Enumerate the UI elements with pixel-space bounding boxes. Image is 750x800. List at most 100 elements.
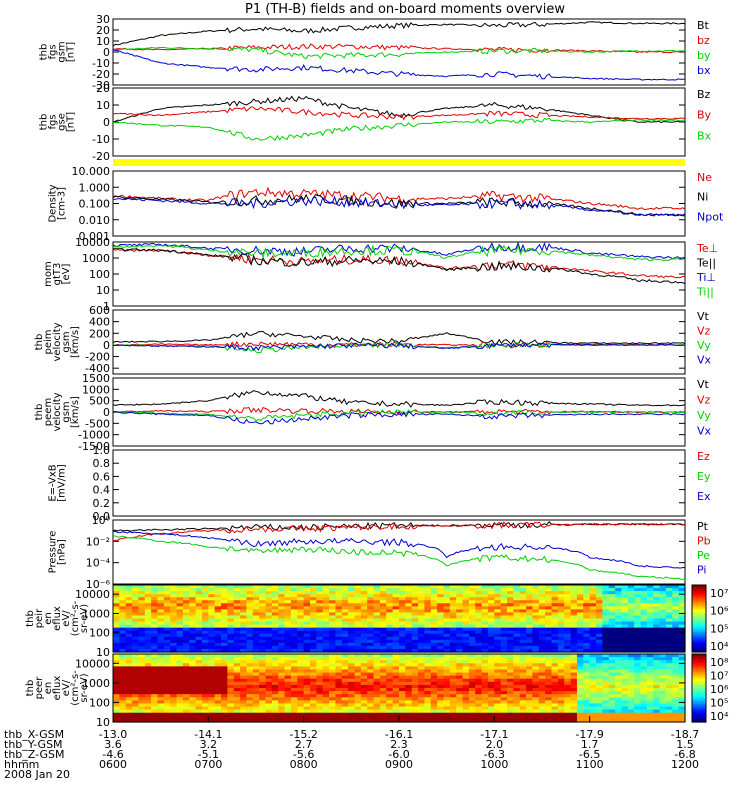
spectrogram-cell xyxy=(443,621,451,626)
x-axis-value: 0600 xyxy=(99,758,127,771)
spectrogram-cell xyxy=(367,618,375,623)
spectrogram-cell xyxy=(290,666,298,671)
spectrogram-cell xyxy=(144,663,152,667)
spectrogram-cell xyxy=(271,630,279,635)
spectrogram-cell xyxy=(348,645,356,650)
spectrogram-cell xyxy=(481,688,489,692)
spectrogram-cell xyxy=(627,666,635,671)
spectrogram-cell xyxy=(354,588,362,592)
spectrogram-cell xyxy=(532,633,540,638)
spectrogram-cell xyxy=(360,615,368,620)
spectrogram-cell xyxy=(627,627,635,632)
spectrogram-cell xyxy=(576,585,584,589)
spectrogram-cell xyxy=(386,672,394,677)
spectrogram-cell xyxy=(182,603,190,607)
spectrogram-cell xyxy=(475,642,483,647)
spectrogram-cell xyxy=(627,715,635,720)
spectrogram-cell xyxy=(481,660,489,664)
spectrogram-cell xyxy=(405,609,413,614)
spectrogram-cell xyxy=(500,624,508,629)
spectrogram-cell xyxy=(621,697,629,701)
spectrogram-cell xyxy=(119,663,127,667)
spectrogram-cell xyxy=(678,675,686,680)
spectrogram-cell xyxy=(602,639,610,644)
legend-label: Pb xyxy=(697,535,711,548)
y-tick-label: -1000 xyxy=(78,429,110,442)
spectrogram-cell xyxy=(646,694,654,698)
spectrogram-cell xyxy=(201,675,209,680)
spectrogram-cell xyxy=(399,630,406,635)
colorbar-segment xyxy=(692,591,706,595)
spectrogram-cell xyxy=(170,603,178,607)
spectrogram-cell xyxy=(589,688,597,692)
spectrogram-cell xyxy=(144,669,152,674)
spectrogram-cell xyxy=(240,642,248,647)
spectrogram-cell xyxy=(475,624,483,629)
spectrogram-cell xyxy=(418,606,426,610)
spectrogram-cell xyxy=(278,663,286,667)
spectrogram-cell xyxy=(507,691,514,695)
x-axis-value: -17.9 xyxy=(575,728,603,741)
spectrogram-cell xyxy=(462,609,470,614)
spectrogram-cell xyxy=(252,585,260,589)
spectrogram-cell xyxy=(189,630,197,635)
spectrogram-cell xyxy=(570,691,578,695)
spectrogram-cell xyxy=(487,684,495,689)
spectrogram-cell xyxy=(513,684,521,689)
spectrogram-cell xyxy=(227,654,235,658)
spectrogram-cell xyxy=(602,688,610,692)
spectrogram-cell xyxy=(468,675,476,680)
spectrogram-cell xyxy=(170,715,178,720)
spectrogram-cell xyxy=(659,648,667,653)
spectrogram-cell xyxy=(519,627,527,632)
spectrogram-cell xyxy=(233,615,241,620)
series-line-Bx xyxy=(112,117,686,142)
spectrogram-cell xyxy=(233,657,241,661)
spectrogram-cell xyxy=(532,639,540,644)
spectrogram-cell xyxy=(392,684,400,689)
spectrogram-cell xyxy=(151,615,159,620)
spectrogram-cell xyxy=(526,618,534,623)
y-axis-label: [nT] xyxy=(66,42,77,62)
legend-label: Ni xyxy=(697,191,708,204)
spectrogram-cell xyxy=(640,672,648,677)
spectrogram-cell xyxy=(589,666,597,671)
spectrogram-cell xyxy=(621,618,629,623)
spectrogram-cell xyxy=(208,688,216,692)
series-line-Vz xyxy=(112,406,686,416)
spectrogram-cell xyxy=(113,715,120,720)
spectrogram-cell xyxy=(386,603,394,607)
spectrogram-cell xyxy=(138,597,146,601)
spectrogram-cell xyxy=(233,672,241,677)
y-tick-label: 1000 xyxy=(82,383,110,396)
spectrogram-cell xyxy=(653,594,661,598)
spectrogram-cell xyxy=(379,672,387,677)
spectrogram-cell xyxy=(170,627,178,632)
spectrogram-cell xyxy=(367,633,375,638)
spectrogram-cell xyxy=(519,654,527,658)
spectrogram-cell xyxy=(214,718,222,723)
legend-label: Vt xyxy=(697,310,710,323)
spectrogram-cell xyxy=(519,678,527,683)
spectrogram-cell xyxy=(615,697,623,701)
spectrogram-cell xyxy=(163,712,171,717)
spectrogram-cell xyxy=(297,618,305,623)
spectrogram-cell xyxy=(576,688,584,692)
spectrogram-cell xyxy=(576,694,584,698)
spectrogram-cell xyxy=(208,636,216,641)
spectrogram-cell xyxy=(151,691,159,695)
spectrogram-cell xyxy=(532,621,540,626)
spectrogram-cell xyxy=(424,669,432,674)
spectrogram-cell xyxy=(189,709,197,714)
spectrogram-cell xyxy=(354,681,362,686)
spectrogram-cell xyxy=(570,618,578,623)
spectrogram-cell xyxy=(437,694,445,698)
spectrogram-cell xyxy=(462,675,470,680)
spectrogram-cell xyxy=(138,642,146,647)
spectrogram-cell xyxy=(399,603,406,607)
spectrogram-cell xyxy=(608,654,616,658)
spectrogram-cell xyxy=(507,624,514,629)
spectrogram-cell xyxy=(138,585,146,589)
spectrogram-cell xyxy=(468,627,476,632)
spectrogram-cell xyxy=(367,672,375,677)
